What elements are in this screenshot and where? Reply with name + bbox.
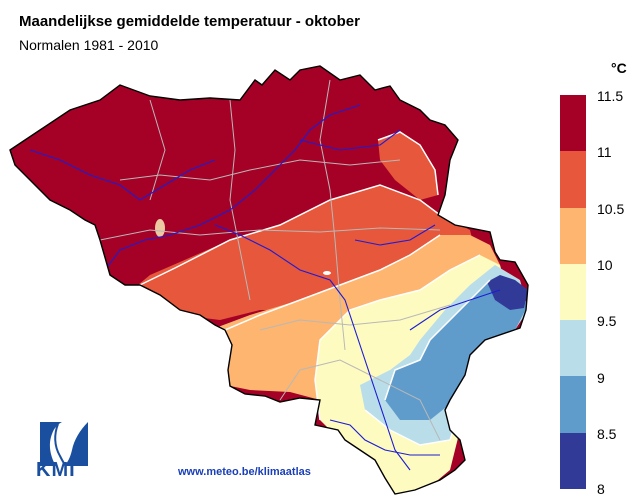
legend-tick-label: 11 [597, 144, 612, 160]
kmi-logo-text: KMI [36, 459, 76, 481]
legend-tick-label: 8.5 [597, 426, 617, 442]
legend-tick-label: 9.5 [597, 313, 617, 329]
legend-swatch-9-9.5 [560, 320, 586, 377]
map-title: Maandelijkse gemiddelde temperatuur - ok… [19, 13, 360, 30]
legend-swatch-10-10.5 [560, 207, 586, 264]
legend-tick-label: 9 [597, 370, 605, 386]
legend-swatch-9.5-10 [560, 263, 586, 321]
legend-tick-label: 10.5 [597, 201, 625, 217]
map-subtitle: Normalen 1981 - 2010 [19, 37, 159, 53]
legend-swatch-8.5-9 [560, 376, 586, 433]
kmi-logo-icon [40, 422, 88, 467]
footer-url-link[interactable]: www.meteo.be/klimaatlas [178, 466, 311, 478]
legend-swatch-8-8.5 [560, 432, 586, 490]
legend-tick-label: 11.5 [597, 88, 624, 104]
color-legend [560, 95, 586, 490]
legend-swatch-11-11.5 [560, 95, 586, 152]
legend-tick-label: 8 [597, 481, 605, 497]
legend-tick-label: 10 [597, 257, 613, 273]
legend-unit: °C [611, 60, 627, 76]
legend-swatch-10.5-11 [560, 151, 586, 208]
